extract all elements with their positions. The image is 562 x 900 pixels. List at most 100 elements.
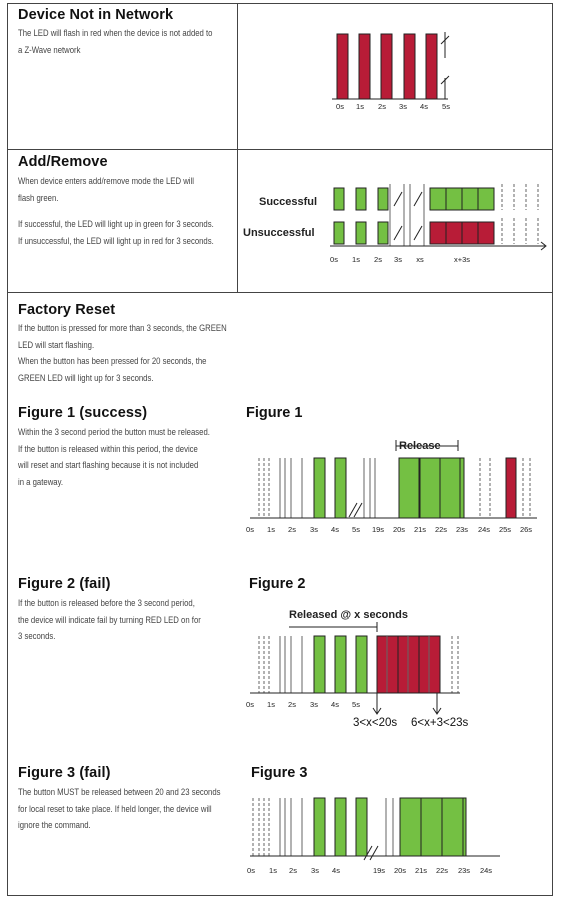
text-line: GREEN LED will light up for 3 seconds. — [18, 372, 154, 383]
red-led-bar — [425, 33, 438, 100]
green-led-bar — [398, 457, 420, 519]
text-line: flash green. — [18, 192, 59, 203]
tick-label: 0s — [330, 255, 338, 264]
text-line: If the button is released within this pe… — [18, 443, 198, 454]
green-led-bar — [459, 457, 465, 519]
figure3-text: The button MUST be released between 20 a… — [18, 784, 221, 834]
green-led-bar — [313, 797, 326, 857]
text-line: If the button is pressed for more than 3… — [18, 323, 227, 333]
figure1-chart-title: Figure 1 — [246, 405, 303, 421]
table-frame — [7, 3, 553, 896]
figure1-text: Within the 3 second period the button mu… — [18, 424, 210, 490]
green-led-bar — [441, 797, 464, 857]
green-led-bar — [355, 797, 368, 857]
figure1-text-title: Figure 1 (success) — [18, 405, 148, 421]
axis-break — [413, 191, 423, 207]
tick-label: 21s — [415, 866, 427, 875]
tick-label: 22s — [435, 525, 447, 534]
green-led-bar — [477, 187, 495, 211]
tick-label: 24s — [478, 525, 490, 534]
figure2-chart-title: Figure 2 — [249, 576, 306, 592]
section-title-addremove: Add/Remove — [18, 154, 108, 170]
green-led-bar — [333, 221, 345, 245]
green-led-bar — [419, 457, 441, 519]
tick-label: 25s — [499, 525, 511, 534]
green-led-bar — [461, 187, 479, 211]
green-led-bar — [355, 187, 367, 211]
tick-label: 2s — [289, 866, 297, 875]
green-led-bar — [377, 221, 389, 245]
axis-break — [348, 502, 358, 518]
row-divider — [7, 149, 553, 150]
tick-label: 19s — [372, 525, 384, 534]
green-led-bar — [462, 797, 467, 857]
section-title-network: Device Not in Network — [18, 7, 174, 23]
tick-label: 3s — [311, 866, 319, 875]
green-led-bar — [420, 797, 443, 857]
green-led-bar — [334, 635, 347, 694]
figure3-led-chart: 0s 1s 2s 3s 4s 19s 20s 21s 22s 23s 24s — [247, 797, 500, 875]
text-line: The button MUST be released between 20 a… — [18, 787, 221, 797]
red-led-bar — [505, 457, 517, 519]
tick-label: 1s — [267, 700, 275, 709]
figure3-text-title: Figure 3 (fail) — [18, 765, 111, 781]
figure2-text: If the button is released before the 3 s… — [18, 595, 201, 645]
text-line: in a gateway. — [18, 476, 64, 487]
axis-break — [413, 225, 423, 241]
figure3-chart-title: Figure 3 — [251, 765, 308, 781]
axis-break — [369, 845, 379, 861]
tick-label: 19s — [373, 866, 385, 875]
tick-label: 3s — [399, 102, 407, 111]
column-divider — [237, 3, 238, 292]
tick-label: 1s — [267, 525, 275, 534]
tick-label: 2s — [288, 525, 296, 534]
tick-label: 4s — [331, 700, 339, 709]
tick-label: 0s — [336, 102, 344, 111]
tick-label: 3s — [310, 700, 318, 709]
text-line: When the button has been pressed for 20 … — [18, 356, 207, 366]
released-label: Released @ x seconds — [289, 609, 408, 621]
tick-label: 5s — [442, 102, 450, 111]
tick-label: 20s — [393, 525, 405, 534]
green-led-bar — [377, 187, 389, 211]
green-led-bar — [334, 457, 347, 519]
tick-label: xs — [416, 255, 424, 264]
figure2-led-chart: Released @ x seconds 0s 1s 2s 3s 4s 5s 3<x<20… — [246, 609, 468, 729]
green-led-bar — [399, 797, 422, 857]
axis-break — [363, 845, 373, 861]
tick-label: 4s — [420, 102, 428, 111]
tick-label: x+3s — [454, 255, 470, 264]
successful-label: Successful — [259, 196, 317, 208]
row-divider — [7, 292, 553, 293]
tick-label: 1s — [352, 255, 360, 264]
tick-label: 2s — [288, 700, 296, 709]
text-line: The LED will flash in red when the devic… — [18, 28, 213, 38]
tick-label: 4s — [332, 866, 340, 875]
green-led-bar — [355, 221, 367, 245]
addremove-led-chart: Successful Unsuccessful 0s 1s 2s 3s xs x+3s — [243, 184, 547, 264]
tick-label: 3s — [394, 255, 402, 264]
red-led-bar — [445, 221, 463, 245]
tick-label: 1s — [356, 102, 364, 111]
tick-label: 21s — [414, 525, 426, 534]
network-led-chart: 0s 1s 2s 3s 4s 5s — [332, 32, 450, 111]
green-led-bar — [355, 635, 368, 694]
red-led-bar — [358, 33, 371, 100]
red-led-bar — [429, 221, 447, 245]
section-text-factory: If the button is pressed for more than 3… — [18, 320, 227, 386]
green-led-bar — [333, 187, 345, 211]
green-led-bar — [313, 635, 326, 694]
text-line: If successful, the LED will light up in … — [18, 219, 214, 229]
tick-label: 22s — [436, 866, 448, 875]
tick-label: 4s — [331, 525, 339, 534]
text-line: If the button is released before the 3 s… — [18, 598, 195, 608]
tick-label: 2s — [374, 255, 382, 264]
green-led-bar — [334, 797, 347, 857]
unsuccessful-label: Unsuccessful — [243, 227, 315, 239]
red-led-bar — [380, 33, 393, 100]
figure1-led-chart: Release 0s 1s 2s 3s 4s 5s 19s 20s 21s 22s 23s 24s 25… — [246, 440, 537, 534]
tick-label: 0s — [246, 525, 254, 534]
green-led-bar — [313, 457, 326, 519]
tick-label: 0s — [246, 700, 254, 709]
red-led-bar — [403, 33, 416, 100]
